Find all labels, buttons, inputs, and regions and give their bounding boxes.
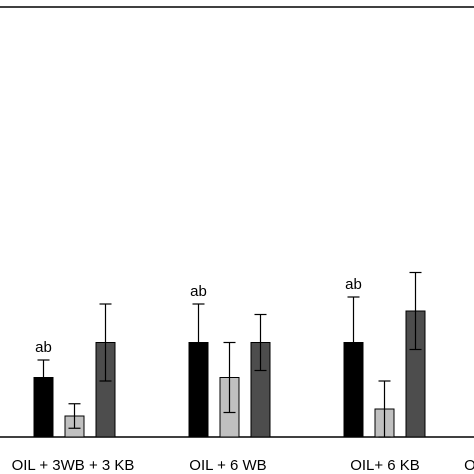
x-tick-labels: OIL + 3WB + 3 KB OIL + 6 WB OIL+ 6 KB O xyxy=(12,457,474,474)
significance-label: ab xyxy=(190,283,207,300)
x-tick-label: OIL + 6 WB xyxy=(189,457,266,474)
x-tick-label: O xyxy=(464,457,474,474)
x-tick-label: OIL+ 6 KB xyxy=(350,457,420,474)
bars-layer xyxy=(33,310,426,438)
significance-label: ab xyxy=(345,276,362,293)
plot-frame xyxy=(0,6,474,438)
x-tick-label: OIL + 3WB + 3 KB xyxy=(12,457,135,474)
error-bars-layer xyxy=(37,271,422,438)
significance-label: ab xyxy=(35,339,52,356)
annotations-layer: ab ab ab xyxy=(35,276,362,356)
